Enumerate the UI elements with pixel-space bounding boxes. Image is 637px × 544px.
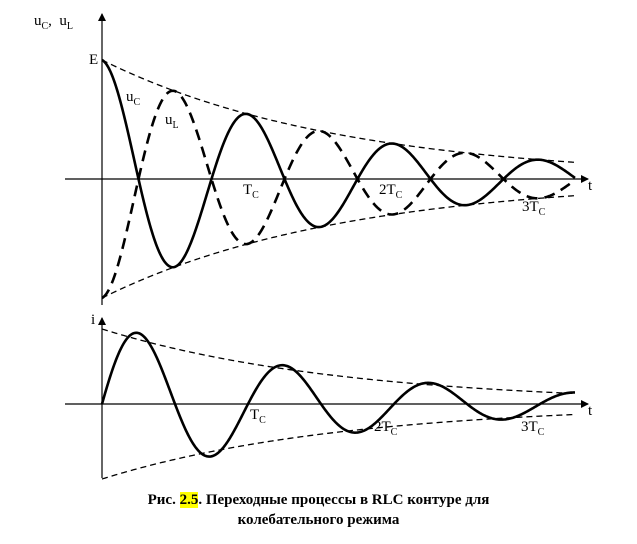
uc-curve-label: uC [126,89,141,108]
uc-curve [101,58,576,269]
current-envelope-lower [101,413,576,480]
bottom-x-axis-label: t [588,403,593,419]
top-tick-label-tc: TC [243,182,259,201]
ul-curve [101,89,576,300]
caption-line-2: колебательного режима [237,512,400,528]
e-label: E [89,52,98,68]
top-envelope-upper [101,59,576,164]
bottom-tick-label-3tc: 3TC [521,419,545,438]
top-tick-label-2tc: 2TC [379,182,403,201]
top-envelope-lower [101,194,576,299]
current-envelope-upper [101,328,576,395]
figure-caption: Рис. 2.5. Переходные процессы в RLC конт… [0,490,637,530]
caption-prefix: Рис. [147,492,180,508]
bottom-plot: i t TC 2TC 3TC [65,312,593,480]
bottom-y-axis-label: i [91,312,95,328]
bottom-tick-label-tc: TC [250,407,266,426]
figure-number: 2.5 [179,492,199,508]
top-tick-label-3tc: 3TC [522,199,546,218]
caption-line-1: Рис. 2.5. Переходные процессы в RLC конт… [0,490,637,510]
current-curve [100,331,576,458]
ul-curve-label: uL [165,112,179,131]
top-y-axis-label: uC, uL [34,13,73,32]
caption-line-1-text: . Переходные процессы в RLC контуре для [198,492,490,508]
top-plot: uC, uL E uC uL t TC 2TC 3TC [34,13,593,305]
top-x-axis-label: t [588,178,593,194]
